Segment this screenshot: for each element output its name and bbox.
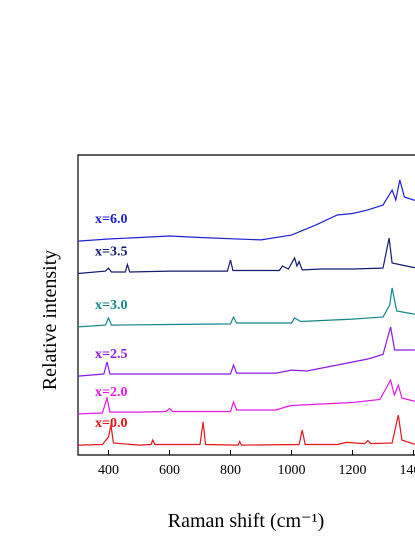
x-tick-label: 1200	[339, 463, 367, 478]
spectrum-line	[78, 287, 415, 328]
x-axis-label: Raman shift (cm⁻¹)	[168, 510, 325, 532]
x-tick-label: 600	[159, 463, 180, 478]
spectrum-line	[78, 378, 415, 415]
spectrum-line	[78, 326, 415, 377]
spectrum-line	[78, 179, 415, 242]
series-label: x=3.0	[95, 298, 127, 313]
y-axis-label: Relative intensity	[39, 250, 61, 391]
series-label: x=3.5	[95, 245, 127, 260]
plot-area	[78, 179, 415, 446]
x-tick-label: 800	[220, 463, 241, 478]
plot-frame	[77, 154, 415, 456]
series-label: x=2.0	[95, 385, 127, 400]
series-label: x=6.0	[95, 212, 127, 227]
x-tick-label: 400	[98, 463, 119, 478]
x-tick-label: 1400	[400, 463, 415, 478]
spectrum-line	[78, 237, 415, 275]
series-label: x=2.5	[95, 347, 127, 362]
series-label: x=0.0	[95, 416, 127, 431]
spectrum-line	[78, 414, 415, 446]
x-tick-label: 1000	[278, 463, 306, 478]
